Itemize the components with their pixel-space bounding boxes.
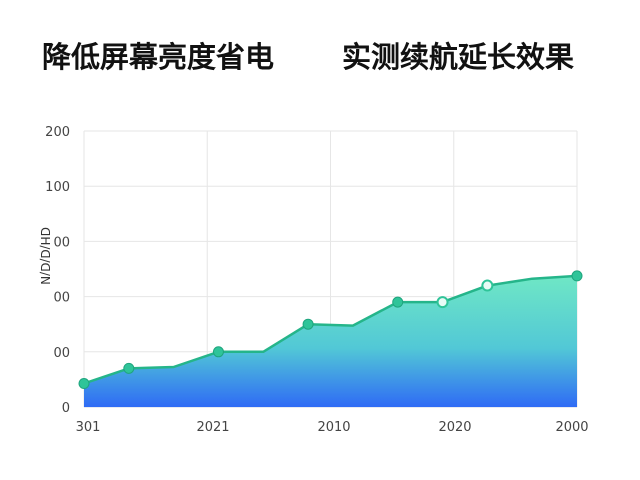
chart-title-left: 降低屏幕亮度省电 [42,40,275,74]
y-tick-label: 00 [53,346,70,361]
data-point [302,318,314,330]
y-axis-label: ᗡᕼ/ᗡ/ᗡ/N [38,227,52,285]
x-tick-label: 2021 [196,420,229,435]
data-point [123,362,135,374]
x-axis-ticks: 301 2021 2010 2020 2000 [76,420,589,435]
x-tick-label: 301 [76,420,101,435]
series-line [83,274,578,385]
y-tick-label: 00 [53,235,70,250]
data-point [78,378,90,390]
x-tick-label: 2010 [317,420,350,435]
data-point [436,296,449,309]
data-point [392,296,404,308]
area-fill [84,275,577,407]
y-tick-label: 200 [45,125,70,140]
chart-title-right: 实测续航延长效果 [342,40,575,74]
data-point [571,270,583,282]
y-tick-label: 00 [53,291,70,306]
data-points [78,270,583,390]
x-tick-label: 2020 [438,420,471,435]
data-point [481,279,494,292]
x-tick-label: 2000 [555,420,588,435]
data-point [212,346,224,358]
y-tick-label: 0 [62,401,70,416]
y-tick-label: 100 [45,180,70,195]
chart-title: 降低屏幕亮度省电 实测续航延长效果 [0,28,640,78]
